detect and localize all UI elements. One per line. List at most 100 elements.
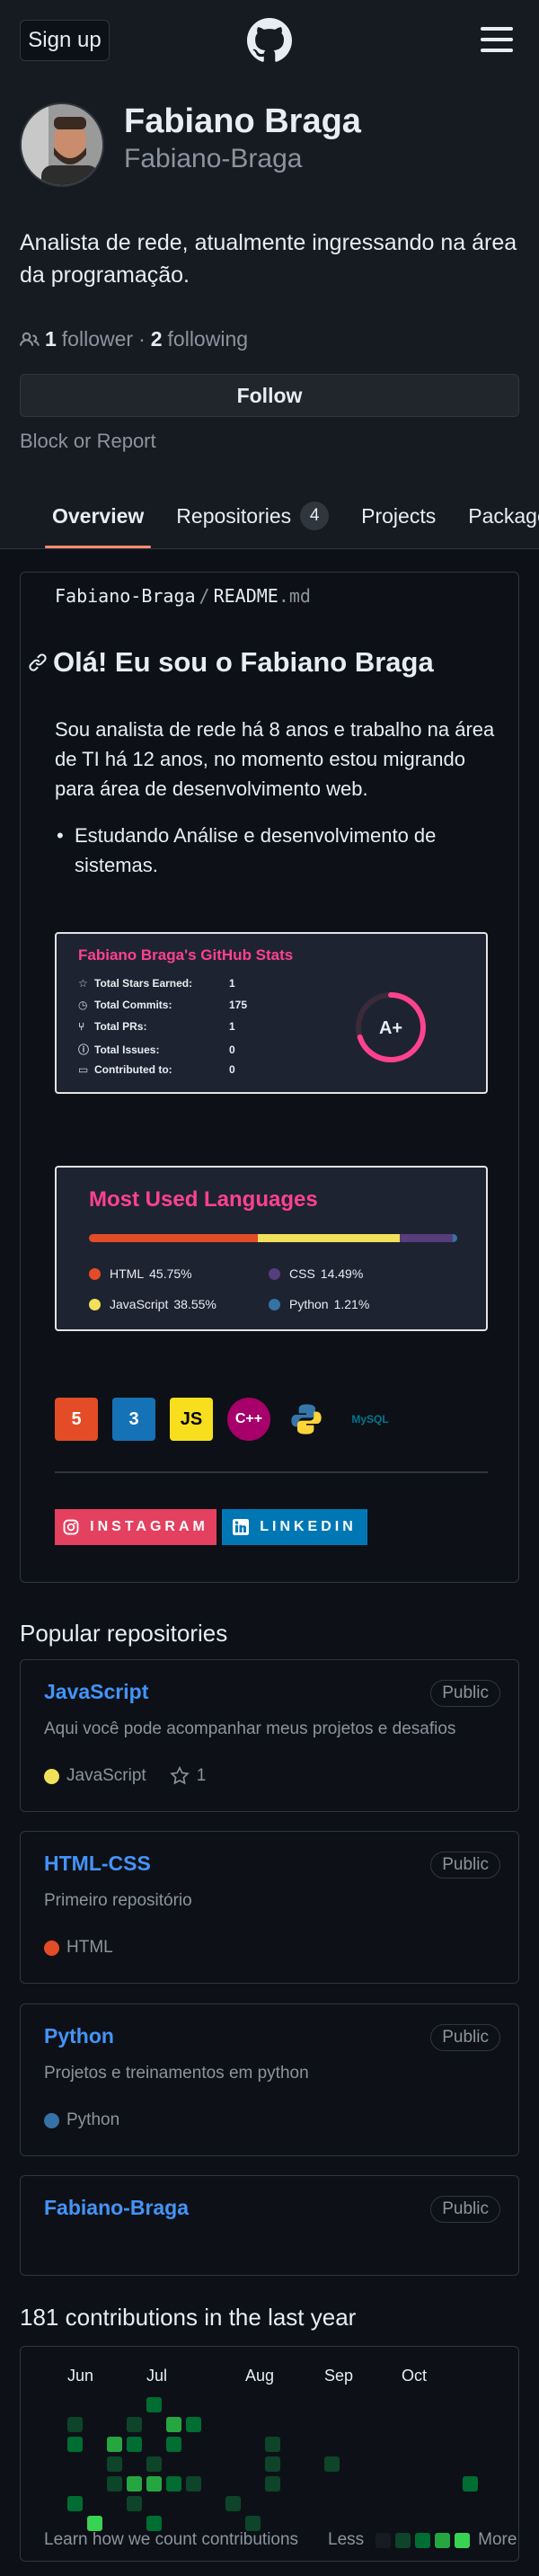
- following-count[interactable]: 2: [150, 327, 163, 351]
- following-label[interactable]: following: [167, 327, 249, 351]
- tech-icons-row: 5 3 JS C++ MySQL: [55, 1398, 398, 1441]
- stat-label: Contributed to:: [94, 1063, 172, 1076]
- contribution-cell[interactable]: [225, 2496, 241, 2511]
- readme-heading: Olá! Eu sou o Fabiano Braga: [28, 646, 434, 679]
- readme-card: Fabiano-Braga / README.md Olá! Eu sou o Fa…: [20, 572, 519, 1583]
- html5-icon: 5: [55, 1398, 98, 1441]
- contribution-cell[interactable]: [166, 2417, 181, 2432]
- contribution-cell[interactable]: [107, 2437, 122, 2452]
- contribution-cell[interactable]: [245, 2516, 261, 2531]
- repo-meta: JavaScript 1: [44, 1766, 206, 1786]
- instagram-badge[interactable]: INSTAGRAM: [55, 1509, 216, 1545]
- contribution-cell[interactable]: [463, 2476, 478, 2492]
- contribution-cell[interactable]: [146, 2397, 162, 2412]
- contribution-cell[interactable]: [186, 2417, 201, 2432]
- contribution-cell[interactable]: [127, 2496, 142, 2511]
- link-icon[interactable]: [28, 653, 48, 672]
- contribution-cell[interactable]: [87, 2516, 102, 2531]
- stat-label: Total Issues:: [94, 1043, 160, 1056]
- month-label: Jul: [146, 2367, 168, 2385]
- repo-icon: ▭: [78, 1063, 89, 1076]
- repo-name-link[interactable]: JavaScript: [44, 1680, 149, 1703]
- hamburger-icon[interactable]: [481, 27, 513, 52]
- avatar[interactable]: [20, 102, 104, 187]
- lang-name: CSS: [289, 1266, 315, 1281]
- tab-projects[interactable]: Projects: [361, 484, 436, 548]
- followers-label[interactable]: follower: [61, 327, 134, 351]
- stats-card-title: Fabiano Braga's GitHub Stats: [78, 946, 294, 964]
- contribution-cell[interactable]: [67, 2496, 83, 2511]
- repo-name-link[interactable]: Python: [44, 2024, 114, 2047]
- contribution-cell[interactable]: [67, 2437, 83, 2452]
- readme-divider: [55, 1471, 488, 1473]
- month-label: Aug: [245, 2367, 275, 2385]
- contribution-cell[interactable]: [265, 2476, 280, 2492]
- lang-percent: 38.55%: [173, 1297, 216, 1311]
- readme-path-file[interactable]: README: [213, 585, 278, 607]
- profile-tabs: Overview Repositories 4 Projects Packages: [0, 484, 539, 548]
- lang-color-dot: [269, 1298, 280, 1310]
- tab-repositories[interactable]: Repositories 4: [176, 484, 330, 548]
- language-color-dot: [44, 1768, 59, 1784]
- contribution-cell[interactable]: [146, 2456, 162, 2472]
- cpp-icon: C++: [227, 1398, 270, 1441]
- top-header: Sign up: [0, 0, 539, 81]
- learn-contributions-link[interactable]: Learn how we count contributions: [44, 2530, 299, 2549]
- repo-meta: Python: [44, 2110, 119, 2130]
- github-stats-card[interactable]: Fabiano Braga's GitHub Stats ☆ Total Star…: [55, 932, 488, 1094]
- contribution-cell[interactable]: [146, 2476, 162, 2492]
- lang-name: Python: [289, 1297, 329, 1311]
- repo-name-link[interactable]: HTML-CSS: [44, 1852, 151, 1875]
- linkedin-icon: [233, 1519, 250, 1535]
- followers-count[interactable]: 1: [45, 327, 57, 351]
- follow-button[interactable]: Follow: [20, 374, 519, 417]
- block-or-report-link[interactable]: Block or Report: [20, 430, 156, 452]
- contribution-cell[interactable]: [127, 2437, 142, 2452]
- star-icon: ☆: [78, 977, 88, 990]
- css3-icon-label: 3: [128, 1408, 139, 1429]
- tab-overview[interactable]: Overview: [44, 484, 152, 548]
- contribution-cell[interactable]: [107, 2456, 122, 2472]
- contribution-cell[interactable]: [166, 2476, 181, 2492]
- contribution-cell[interactable]: [127, 2417, 142, 2432]
- github-octocat-icon[interactable]: [247, 18, 292, 63]
- sign-up-button[interactable]: Sign up: [20, 20, 110, 61]
- readme-path-user[interactable]: Fabiano-Braga: [55, 585, 196, 607]
- repo-description: Projetos e treinamentos em python: [44, 2064, 309, 2083]
- lang-name: JavaScript: [110, 1297, 169, 1311]
- stat-row: ☆ Total Stars Earned: 1: [78, 977, 258, 990]
- stat-label: Total Stars Earned:: [94, 977, 193, 990]
- contribution-cell[interactable]: [107, 2476, 122, 2492]
- readme-bullet: Estudando Análise e desenvolvimento de s…: [57, 821, 497, 880]
- stat-value: 0: [229, 1043, 235, 1056]
- css3-icon: 3: [112, 1398, 155, 1441]
- lang-percent: 1.21%: [333, 1297, 370, 1311]
- linkedin-badge[interactable]: LINKEDIN: [222, 1509, 367, 1545]
- stat-label: Total Commits:: [94, 999, 172, 1011]
- stat-row: ⑂ Total PRs: 1: [78, 1020, 258, 1033]
- repo-stars[interactable]: 1: [196, 1766, 207, 1785]
- repo-visibility-badge: Public: [430, 2196, 500, 2223]
- star-icon[interactable]: [169, 1766, 190, 1786]
- contribution-cell[interactable]: [166, 2437, 181, 2452]
- legend-cell: [376, 2532, 392, 2548]
- contributions-title: 181 contributions in the last year: [20, 2304, 357, 2331]
- contribution-cell[interactable]: [146, 2516, 162, 2531]
- contribution-cell[interactable]: [127, 2476, 142, 2492]
- tab-packages[interactable]: Packages: [468, 484, 539, 548]
- repositories-counter: 4: [300, 502, 330, 530]
- legend-more-label: More: [478, 2530, 517, 2549]
- month-label: Oct: [402, 2367, 428, 2385]
- most-used-languages-card[interactable]: Most Used Languages HTML 45.75% JavaScript…: [55, 1166, 488, 1331]
- profile-login: Fabiano-Braga: [124, 144, 303, 173]
- contribution-cell[interactable]: [265, 2437, 280, 2452]
- contribution-cell[interactable]: [265, 2456, 280, 2472]
- lang-card-title: Most Used Languages: [89, 1187, 318, 1212]
- stat-value: 1: [229, 1020, 235, 1033]
- stat-row: ◷ Total Commits: 175: [78, 999, 258, 1011]
- repo-name-link[interactable]: Fabiano-Braga: [44, 2196, 190, 2219]
- readme-heading-text: Olá! Eu sou o Fabiano Braga: [53, 646, 434, 678]
- contribution-cell[interactable]: [324, 2456, 340, 2472]
- contribution-cell[interactable]: [67, 2417, 83, 2432]
- contribution-cell[interactable]: [186, 2476, 201, 2492]
